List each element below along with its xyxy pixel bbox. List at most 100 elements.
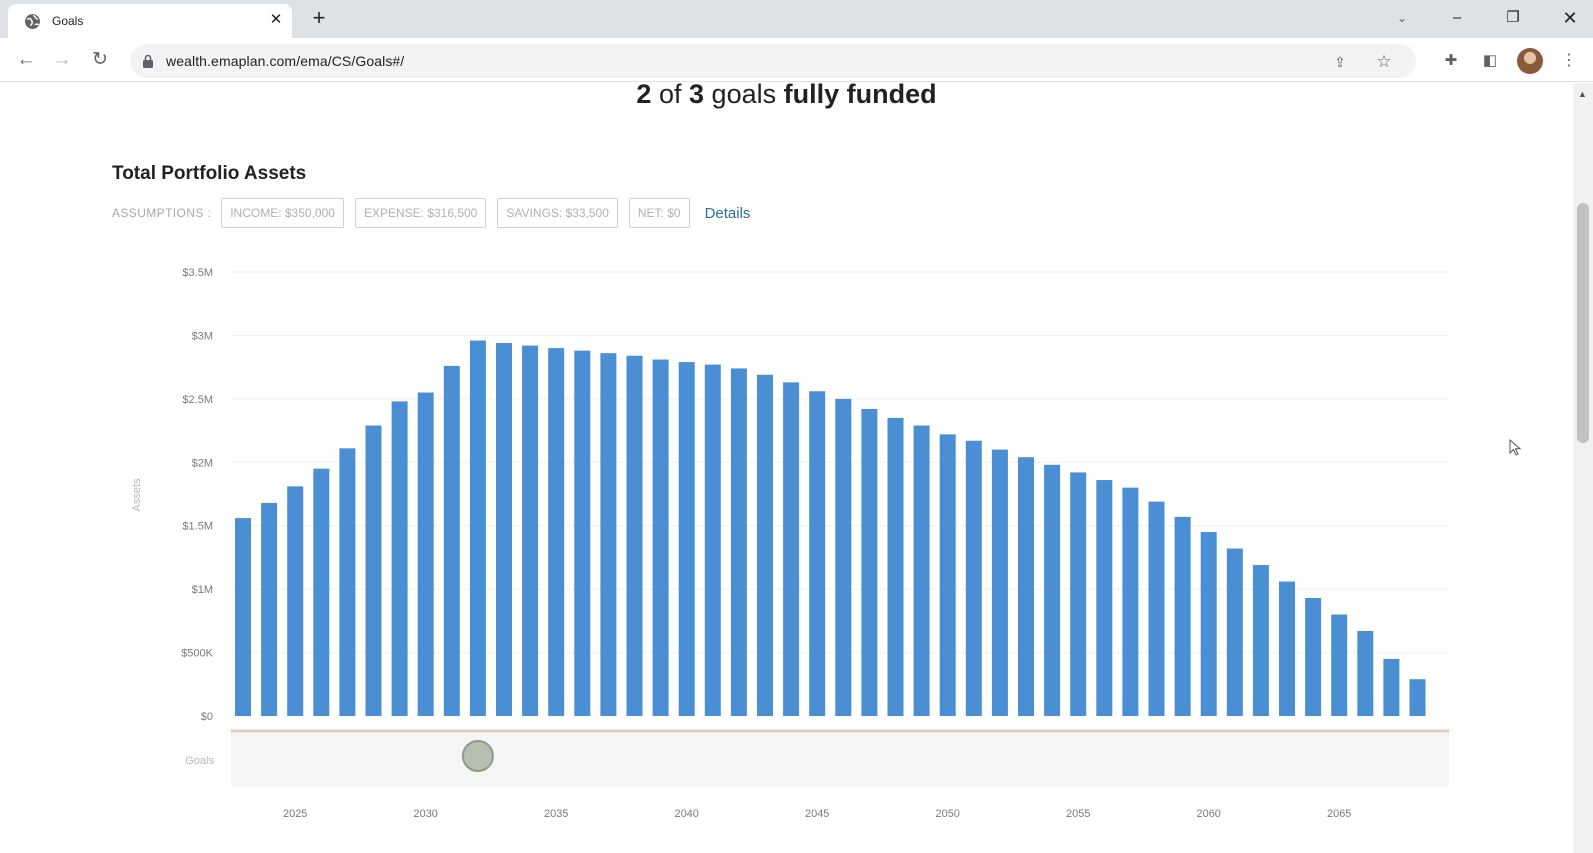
chart-bar <box>600 353 617 716</box>
url-text[interactable]: wealth.emaplan.com/ema/CS/Goals#/ <box>166 53 405 69</box>
x-tick-label: 2050 <box>935 808 959 820</box>
income-pill: INCOME: $350,000 <box>221 198 344 228</box>
x-tick-label: 2060 <box>1196 808 1220 820</box>
chart-bar <box>287 486 304 716</box>
chart-bar <box>835 398 852 716</box>
address-bar[interactable]: wealth.emaplan.com/ema/CS/Goals#/ ⇪ ☆ <box>130 44 1416 78</box>
browser-toolbar: ← → ↻ wealth.emaplan.com/ema/CS/Goals#/ … <box>0 38 1593 82</box>
chart-bar <box>939 434 956 716</box>
x-tick-label: 2025 <box>283 808 307 820</box>
chart-bar <box>861 409 878 716</box>
profile-avatar[interactable] <box>1517 48 1543 74</box>
chart-bar <box>1279 581 1295 716</box>
close-tab-icon[interactable]: ✕ <box>269 11 283 28</box>
chart-bar <box>757 374 773 716</box>
chart-bar <box>965 440 982 716</box>
extensions-puzzle-icon[interactable]: ✚ <box>1444 52 1458 69</box>
chart-bar <box>1096 480 1113 716</box>
chart-bar <box>730 368 747 716</box>
funded-count: 2 <box>636 83 652 109</box>
chart-bar <box>574 350 591 716</box>
chart-bar <box>313 468 330 716</box>
assumptions-label: ASSUMPTIONS : <box>112 206 212 220</box>
chart-bar <box>1252 565 1269 716</box>
chart-bar <box>1226 548 1243 716</box>
vertical-scrollbar[interactable]: ▲ <box>1573 83 1593 853</box>
back-arrow-icon[interactable]: ← <box>16 49 36 70</box>
minimize-button[interactable]: – <box>1452 9 1462 26</box>
goals-band <box>231 733 1449 787</box>
chart-bar <box>548 348 565 716</box>
new-tab-button[interactable]: + <box>312 5 326 30</box>
of-word: of <box>658 83 682 109</box>
scrollbar-thumb[interactable] <box>1577 203 1589 443</box>
y-tick-label: $3.5M <box>182 267 213 279</box>
savings-pill: SAVINGS: $33,500 <box>497 198 618 228</box>
chart-bar <box>469 340 486 716</box>
y-tick-label: $3M <box>192 330 213 342</box>
y-tick-label: $2M <box>192 457 213 469</box>
net-pill: NET: $0 <box>628 198 690 228</box>
chart-bar <box>678 362 695 716</box>
restore-button[interactable]: ❐ <box>1506 9 1520 26</box>
mouse-cursor-icon <box>1509 439 1522 456</box>
chart-bar <box>339 448 356 716</box>
tab-goals[interactable]: Goals ✕ <box>8 4 292 38</box>
chart-bar <box>1409 679 1426 716</box>
chart-bar <box>1305 598 1322 716</box>
x-tick-label: 2030 <box>413 808 437 820</box>
chart-bar <box>809 391 826 716</box>
page-content: 2 of 3 goals fully funded Total Portfoli… <box>0 83 1573 853</box>
bookmark-star-icon[interactable]: ☆ <box>1376 52 1392 71</box>
chart-bar <box>704 364 721 716</box>
x-tick-label: 2035 <box>544 808 568 820</box>
chart-bar <box>1200 532 1217 716</box>
details-link[interactable]: Details <box>704 204 751 222</box>
kebab-menu-icon[interactable]: ⋮ <box>1561 52 1577 69</box>
chart-bar <box>1383 658 1400 716</box>
y-tick-label: $2.5M <box>182 394 213 406</box>
x-tick-label: 2040 <box>674 808 698 820</box>
chart-bar <box>991 449 1008 716</box>
chart-bar <box>652 359 669 716</box>
y-tick-label: $1.5M <box>182 521 213 533</box>
share-icon[interactable]: ⇪ <box>1334 54 1346 70</box>
goals-funded-headline: 2 of 3 goals fully funded <box>0 83 1573 110</box>
y-tick-label: $1M <box>192 584 213 596</box>
x-tick-label: 2065 <box>1327 808 1351 820</box>
chart-bar <box>626 355 643 716</box>
funded-status: fully funded <box>783 83 937 109</box>
chart-bar <box>1148 501 1165 716</box>
goal-marker <box>461 740 494 772</box>
chart-bar <box>1122 487 1139 716</box>
goals-word: goals <box>711 83 777 109</box>
chart-bar <box>1357 631 1374 716</box>
close-window-button[interactable]: ✕ <box>1562 8 1578 28</box>
tab-strip: Goals ✕ + ⌄ – ❐ ✕ <box>0 0 1593 38</box>
y-tick-label: $0 <box>201 711 213 723</box>
reload-icon[interactable]: ↻ <box>92 49 108 70</box>
x-tick-label: 2045 <box>805 808 829 820</box>
chart-bar <box>913 425 930 716</box>
side-panel-icon[interactable]: ◧ <box>1482 52 1498 69</box>
goals-row-label: Goals <box>185 755 214 767</box>
portfolio-assets-chart: $0 $500K $1M $1.5M $2M $2.5M $3M $3.5M Assets Goa… <box>131 267 1449 820</box>
scroll-up-arrow-icon[interactable]: ▲ <box>1578 89 1587 99</box>
chart-bar <box>417 392 434 716</box>
chart-bar <box>391 401 408 716</box>
chart-bar <box>887 417 904 716</box>
assumptions-row: ASSUMPTIONS : INCOME: $350,000 EXPENSE: … <box>112 197 750 229</box>
tab-search-chevron-icon[interactable]: ⌄ <box>1396 11 1408 25</box>
chart-bar <box>1331 614 1348 716</box>
chart-bar <box>1018 457 1034 716</box>
globe-icon <box>25 14 40 29</box>
tab-title: Goals <box>52 14 84 28</box>
chart-bar <box>261 502 278 716</box>
chart-bar <box>1044 464 1061 716</box>
chart-bar <box>443 365 460 716</box>
expense-pill: EXPENSE: $316,500 <box>354 198 487 228</box>
forward-arrow-icon[interactable]: → <box>52 49 72 70</box>
chart-bar <box>496 343 512 716</box>
chart-bar <box>783 382 800 716</box>
lock-icon <box>143 54 153 68</box>
